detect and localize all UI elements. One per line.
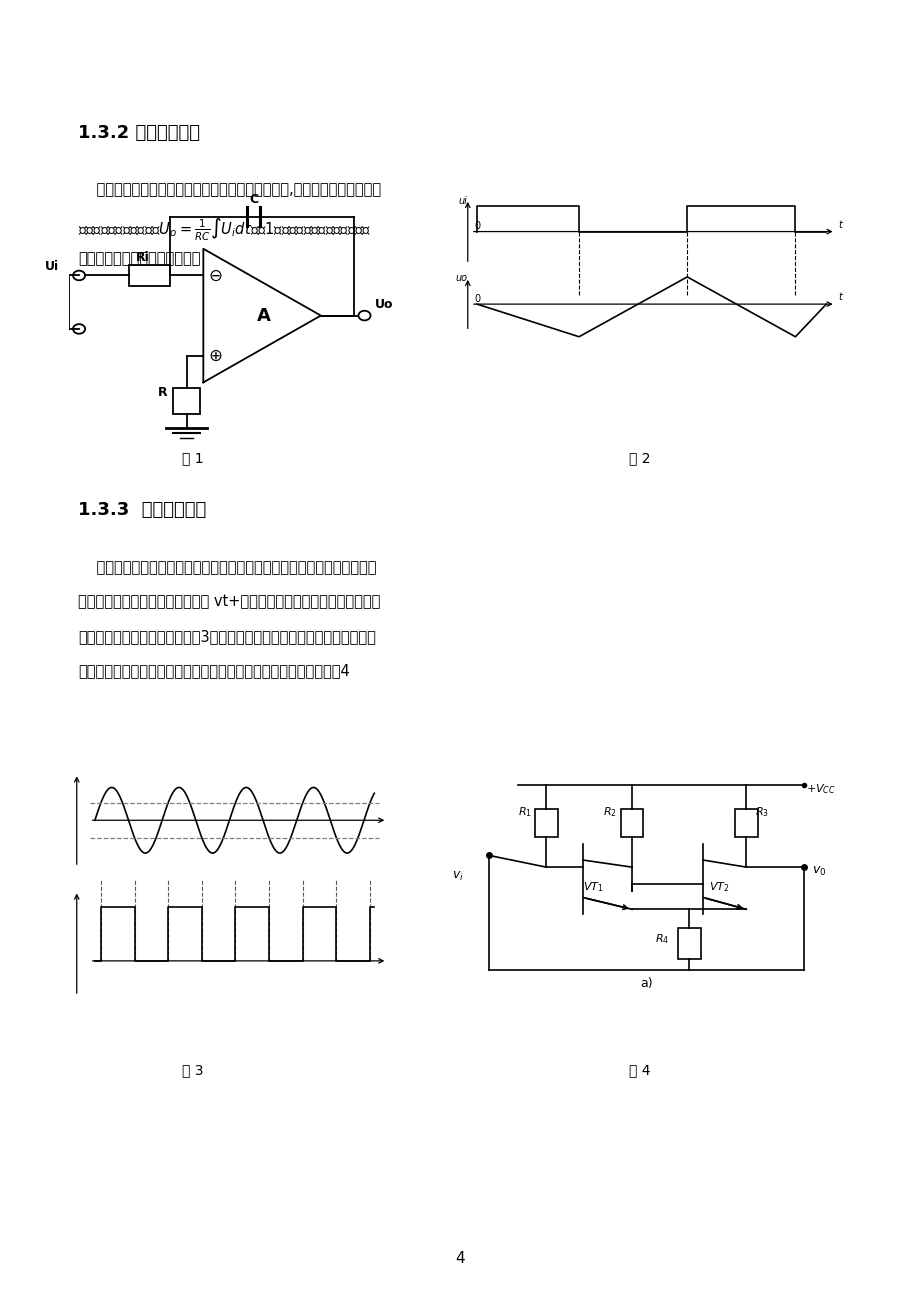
Text: Ui: Ui bbox=[45, 260, 59, 273]
Text: 1.3.2 积分运算电路: 1.3.2 积分运算电路 bbox=[78, 124, 200, 142]
Text: 为方波转换为三角波的波形图。: 为方波转换为三角波的波形图。 bbox=[78, 251, 200, 267]
Text: ui: ui bbox=[458, 197, 467, 207]
Text: 图 1: 图 1 bbox=[182, 452, 204, 465]
Text: 1.3.3  施密特触发器: 1.3.3 施密特触发器 bbox=[78, 501, 206, 519]
Text: A: A bbox=[256, 306, 270, 324]
Text: 积分运算电路满足输出电压是输入电压的积分关系,通过计算可得到输出电: 积分运算电路满足输出电压是输入电压的积分关系,通过计算可得到输出电 bbox=[78, 182, 380, 198]
Text: 图 2: 图 2 bbox=[628, 452, 650, 465]
Bar bbox=[130, 264, 170, 286]
Text: $+V_{CC}$: $+V_{CC}$ bbox=[805, 783, 835, 796]
Text: Ri: Ri bbox=[136, 251, 150, 264]
Text: 同等频率的矩形脉冲信号（如图3）。同时，施密特触发器还可利用其回差电: 同等频率的矩形脉冲信号（如图3）。同时，施密特触发器还可利用其回差电 bbox=[78, 629, 376, 644]
Text: 施密特触发器作用主要是能够把变化缓慢的输入信号整形成边沿陡峭的矩: 施密特触发器作用主要是能够把变化缓慢的输入信号整形成边沿陡峭的矩 bbox=[78, 560, 376, 575]
Bar bbox=[620, 809, 642, 837]
Text: $v_i$: $v_i$ bbox=[451, 870, 463, 883]
Text: $\oplus$: $\oplus$ bbox=[208, 346, 222, 365]
Text: 图 3: 图 3 bbox=[182, 1064, 204, 1077]
Text: 形脉冲，输入的信号只要幅度大于 vt+，即可在施密特触发器的输出端得到: 形脉冲，输入的信号只要幅度大于 vt+，即可在施密特触发器的输出端得到 bbox=[78, 594, 380, 609]
Text: 压与输入电压的关系式为$U_o = \frac{1}{RC}\int U_i dt$，图1是实现这一功能的电路，图二: 压与输入电压的关系式为$U_o = \frac{1}{RC}\int U_i d… bbox=[78, 216, 371, 243]
Text: t: t bbox=[838, 293, 842, 302]
Text: $R_4$: $R_4$ bbox=[654, 932, 668, 947]
Text: R: R bbox=[158, 385, 167, 398]
Text: C: C bbox=[249, 193, 258, 206]
Text: $R_3$: $R_3$ bbox=[754, 806, 768, 819]
Text: a): a) bbox=[640, 976, 652, 990]
Text: $\ominus$: $\ominus$ bbox=[208, 267, 222, 284]
Text: Uo: Uo bbox=[374, 298, 392, 311]
Text: t: t bbox=[838, 220, 842, 230]
Bar bbox=[677, 928, 700, 958]
Text: uo: uo bbox=[455, 272, 467, 283]
Text: $v_0$: $v_0$ bbox=[811, 865, 825, 879]
Bar bbox=[534, 809, 557, 837]
Text: 0: 0 bbox=[473, 221, 480, 230]
Text: 0: 0 bbox=[473, 294, 480, 305]
Text: 压来提高电路的抗干扰能力。它是由两级直流放大器组成，电路如图4: 压来提高电路的抗干扰能力。它是由两级直流放大器组成，电路如图4 bbox=[78, 664, 349, 678]
Text: $VT_2$: $VT_2$ bbox=[709, 880, 729, 894]
Text: 4: 4 bbox=[455, 1251, 464, 1266]
Text: $R_1$: $R_1$ bbox=[517, 806, 531, 819]
Text: $VT_1$: $VT_1$ bbox=[583, 880, 604, 894]
Bar bbox=[173, 388, 199, 414]
Text: 图 4: 图 4 bbox=[628, 1064, 650, 1077]
Text: $R_2$: $R_2$ bbox=[603, 806, 617, 819]
Bar bbox=[734, 809, 757, 837]
